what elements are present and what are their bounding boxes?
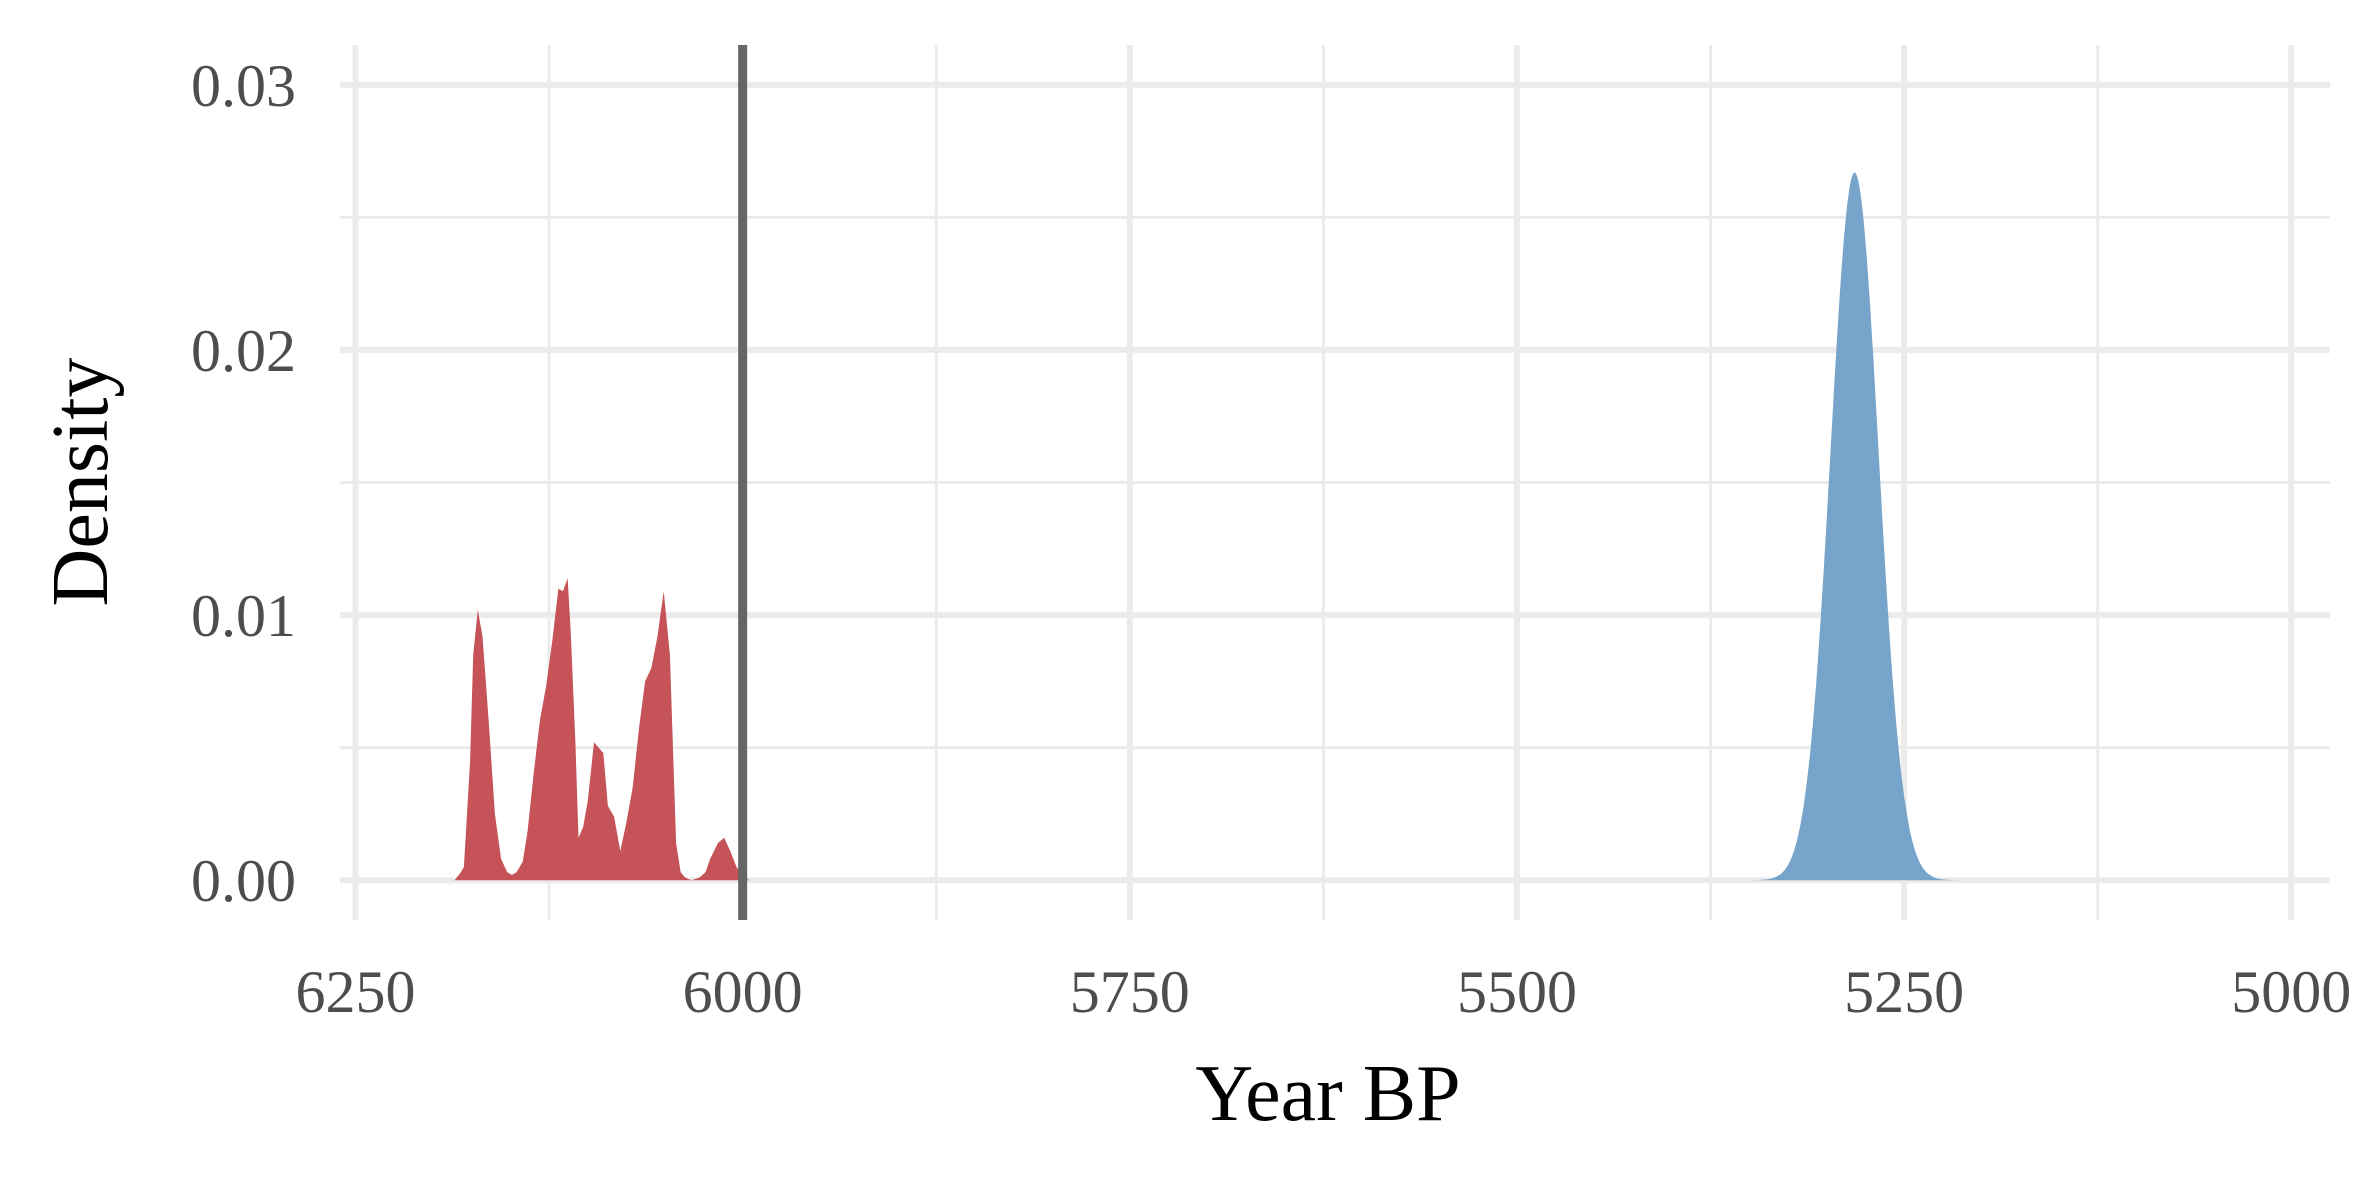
x-tick-label: 6000 bbox=[683, 959, 803, 1025]
density-area-1 bbox=[454, 578, 754, 881]
x-tick-label: 6250 bbox=[295, 959, 415, 1025]
y-tick-labels: 0.00 0.01 0.02 0.03 bbox=[191, 53, 296, 914]
x-tick-labels: 6250 6000 5750 5500 5250 5000 bbox=[295, 959, 2351, 1025]
y-axis-title: Density bbox=[37, 358, 125, 607]
x-axis-title: Year BP bbox=[1195, 1050, 1460, 1138]
density-series bbox=[454, 172, 1997, 881]
y-tick-label: 0.02 bbox=[191, 318, 296, 384]
x-tick-label: 5000 bbox=[2231, 959, 2351, 1025]
x-tick-label: 5750 bbox=[1070, 959, 1190, 1025]
density-area-2 bbox=[1718, 172, 1997, 881]
y-tick-label: 0.00 bbox=[191, 848, 296, 914]
y-tick-label: 0.01 bbox=[191, 583, 296, 649]
major-gridlines bbox=[340, 45, 2330, 920]
x-tick-label: 5250 bbox=[1844, 959, 1964, 1025]
x-tick-label: 5500 bbox=[1457, 959, 1577, 1025]
y-tick-label: 0.03 bbox=[191, 53, 296, 119]
